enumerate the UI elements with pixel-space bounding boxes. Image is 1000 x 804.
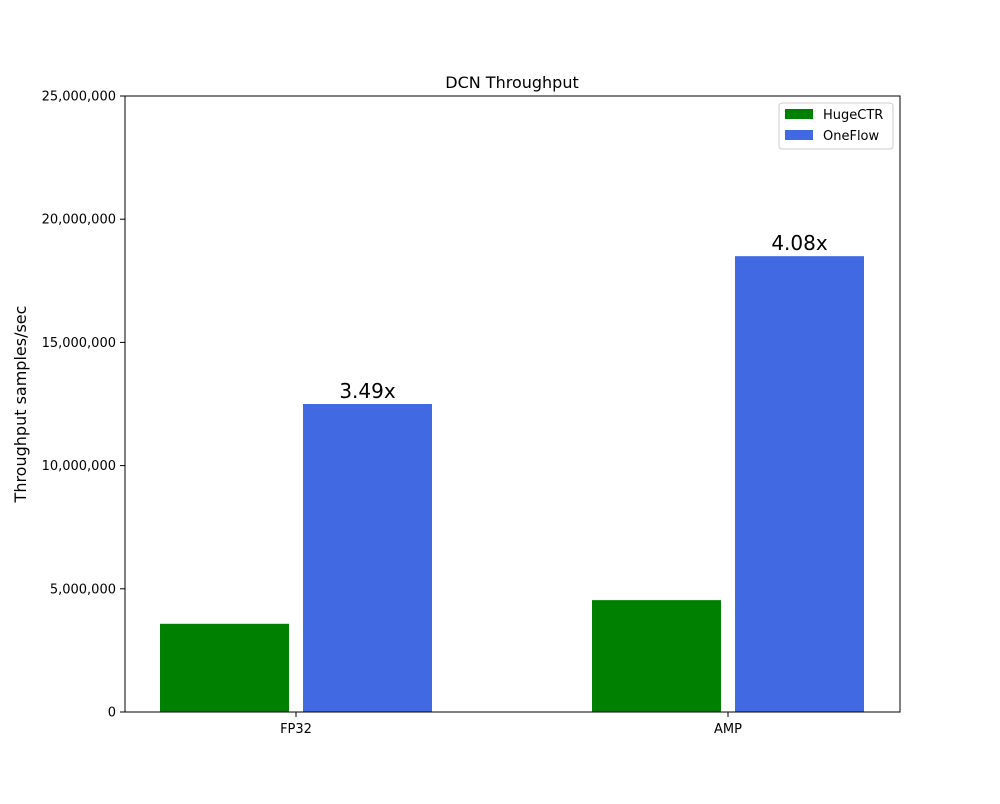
legend-swatch-hugectr [785,109,813,119]
bar-hugectr-amp [592,600,721,712]
legend: HugeCTR OneFlow [778,102,894,150]
bar-oneflow-fp32 [303,404,432,712]
legend-swatch-oneflow [785,130,813,140]
y-tick-label: 5,000,000 [50,582,116,597]
bar-annotation-amp: 4.08x [771,231,828,255]
y-tick-label: 0 [108,706,116,721]
y-tick-label: 15,000,000 [42,336,116,351]
bars-layer [160,256,864,712]
y-axis-label: Throughput samples/sec [11,306,30,504]
annotations-layer: 3.49x 4.08x [339,231,828,403]
axes-layer: 0 5,000,000 10,000,000 15,000,000 20,000,000… [42,90,901,737]
bar-oneflow-amp [735,256,864,712]
x-tick-label: FP32 [280,722,312,737]
chart-title: DCN Throughput [445,73,578,92]
legend-label-hugectr: HugeCTR [823,108,883,123]
y-tick-label: 10,000,000 [42,459,116,474]
y-tick-label: 25,000,000 [42,90,116,105]
bar-hugectr-fp32 [160,623,289,712]
bar-annotation-fp32: 3.49x [339,379,396,403]
plot-frame [124,95,901,713]
x-tick-label: AMP [714,722,742,737]
legend-label-oneflow: OneFlow [823,129,880,144]
y-tick-label: 20,000,000 [42,213,116,228]
